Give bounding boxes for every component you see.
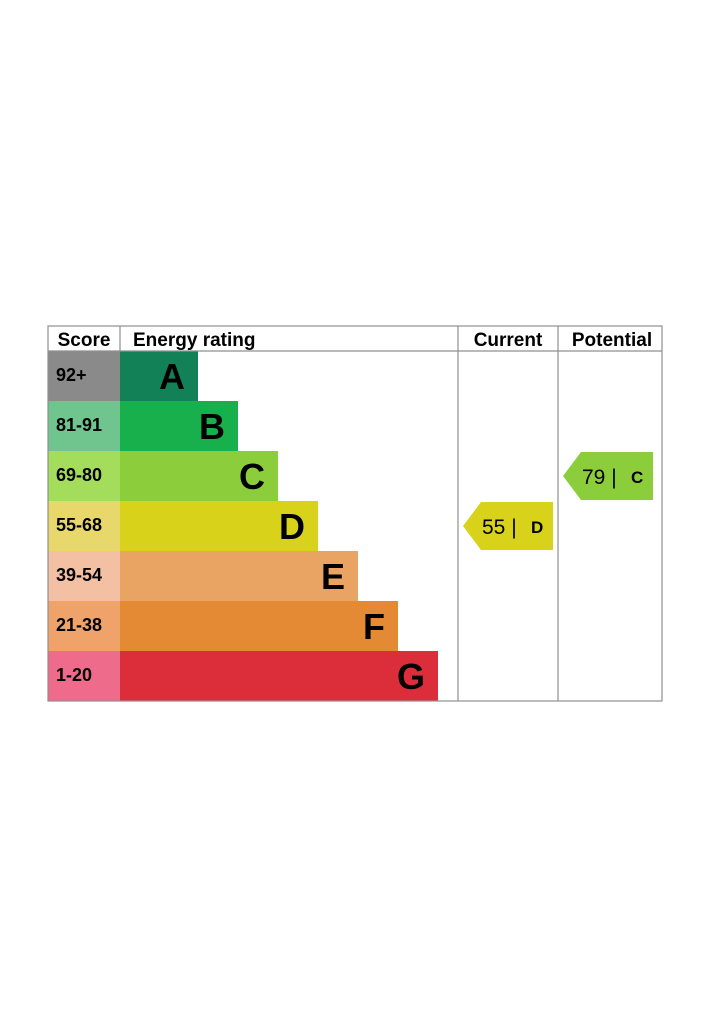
score-cell-a xyxy=(48,351,120,401)
potential-value-label: 79 | xyxy=(582,466,617,489)
band-bar-e xyxy=(120,551,358,601)
band-letter-b: B xyxy=(199,406,225,447)
band-letter-f: F xyxy=(363,606,385,647)
band-letter-e: E xyxy=(321,556,345,597)
band-letter-a: A xyxy=(159,356,185,397)
score-cell-e xyxy=(48,551,120,601)
score-label-b: 81-91 xyxy=(56,415,102,435)
band-bar-f xyxy=(120,601,398,651)
score-label-g: 1-20 xyxy=(56,665,92,685)
band-bar-d xyxy=(120,501,318,551)
header-potential: Potential xyxy=(572,330,652,351)
rating-indicators: 55 | D 79 | C xyxy=(463,452,653,550)
score-cell-c xyxy=(48,451,120,501)
score-label-d: 55-68 xyxy=(56,515,102,535)
band-bar-b xyxy=(120,401,238,451)
header-current: Current xyxy=(474,330,543,351)
score-cell-f xyxy=(48,601,120,651)
band-bar-c xyxy=(120,451,278,501)
table-grid xyxy=(47,325,663,702)
band-letter-g: G xyxy=(397,656,425,697)
score-label-a: 92+ xyxy=(56,365,87,385)
current-band-label: D xyxy=(531,518,543,537)
table-border xyxy=(47,325,663,702)
band-letter-c: C xyxy=(239,456,265,497)
rating-bands: 92+ A 81-91 B 69-80 C 55-68 D 39-54 E 21-38 F 1-20 G xyxy=(48,351,438,701)
score-label-f: 21-38 xyxy=(56,615,102,635)
header-energy-rating: Energy rating xyxy=(133,330,255,351)
score-cell-g xyxy=(48,651,120,701)
band-letter-d: D xyxy=(279,506,305,547)
potential-band-label: C xyxy=(631,468,643,487)
score-label-c: 69-80 xyxy=(56,465,102,485)
score-cell-d xyxy=(48,501,120,551)
score-label-e: 39-54 xyxy=(56,565,102,585)
band-bar-g xyxy=(120,651,438,701)
header-score: Score xyxy=(58,330,111,351)
current-indicator xyxy=(463,502,553,550)
potential-indicator xyxy=(563,452,653,500)
score-cell-b xyxy=(48,401,120,451)
current-value-label: 55 | xyxy=(482,516,517,539)
band-bar-a xyxy=(120,351,198,401)
